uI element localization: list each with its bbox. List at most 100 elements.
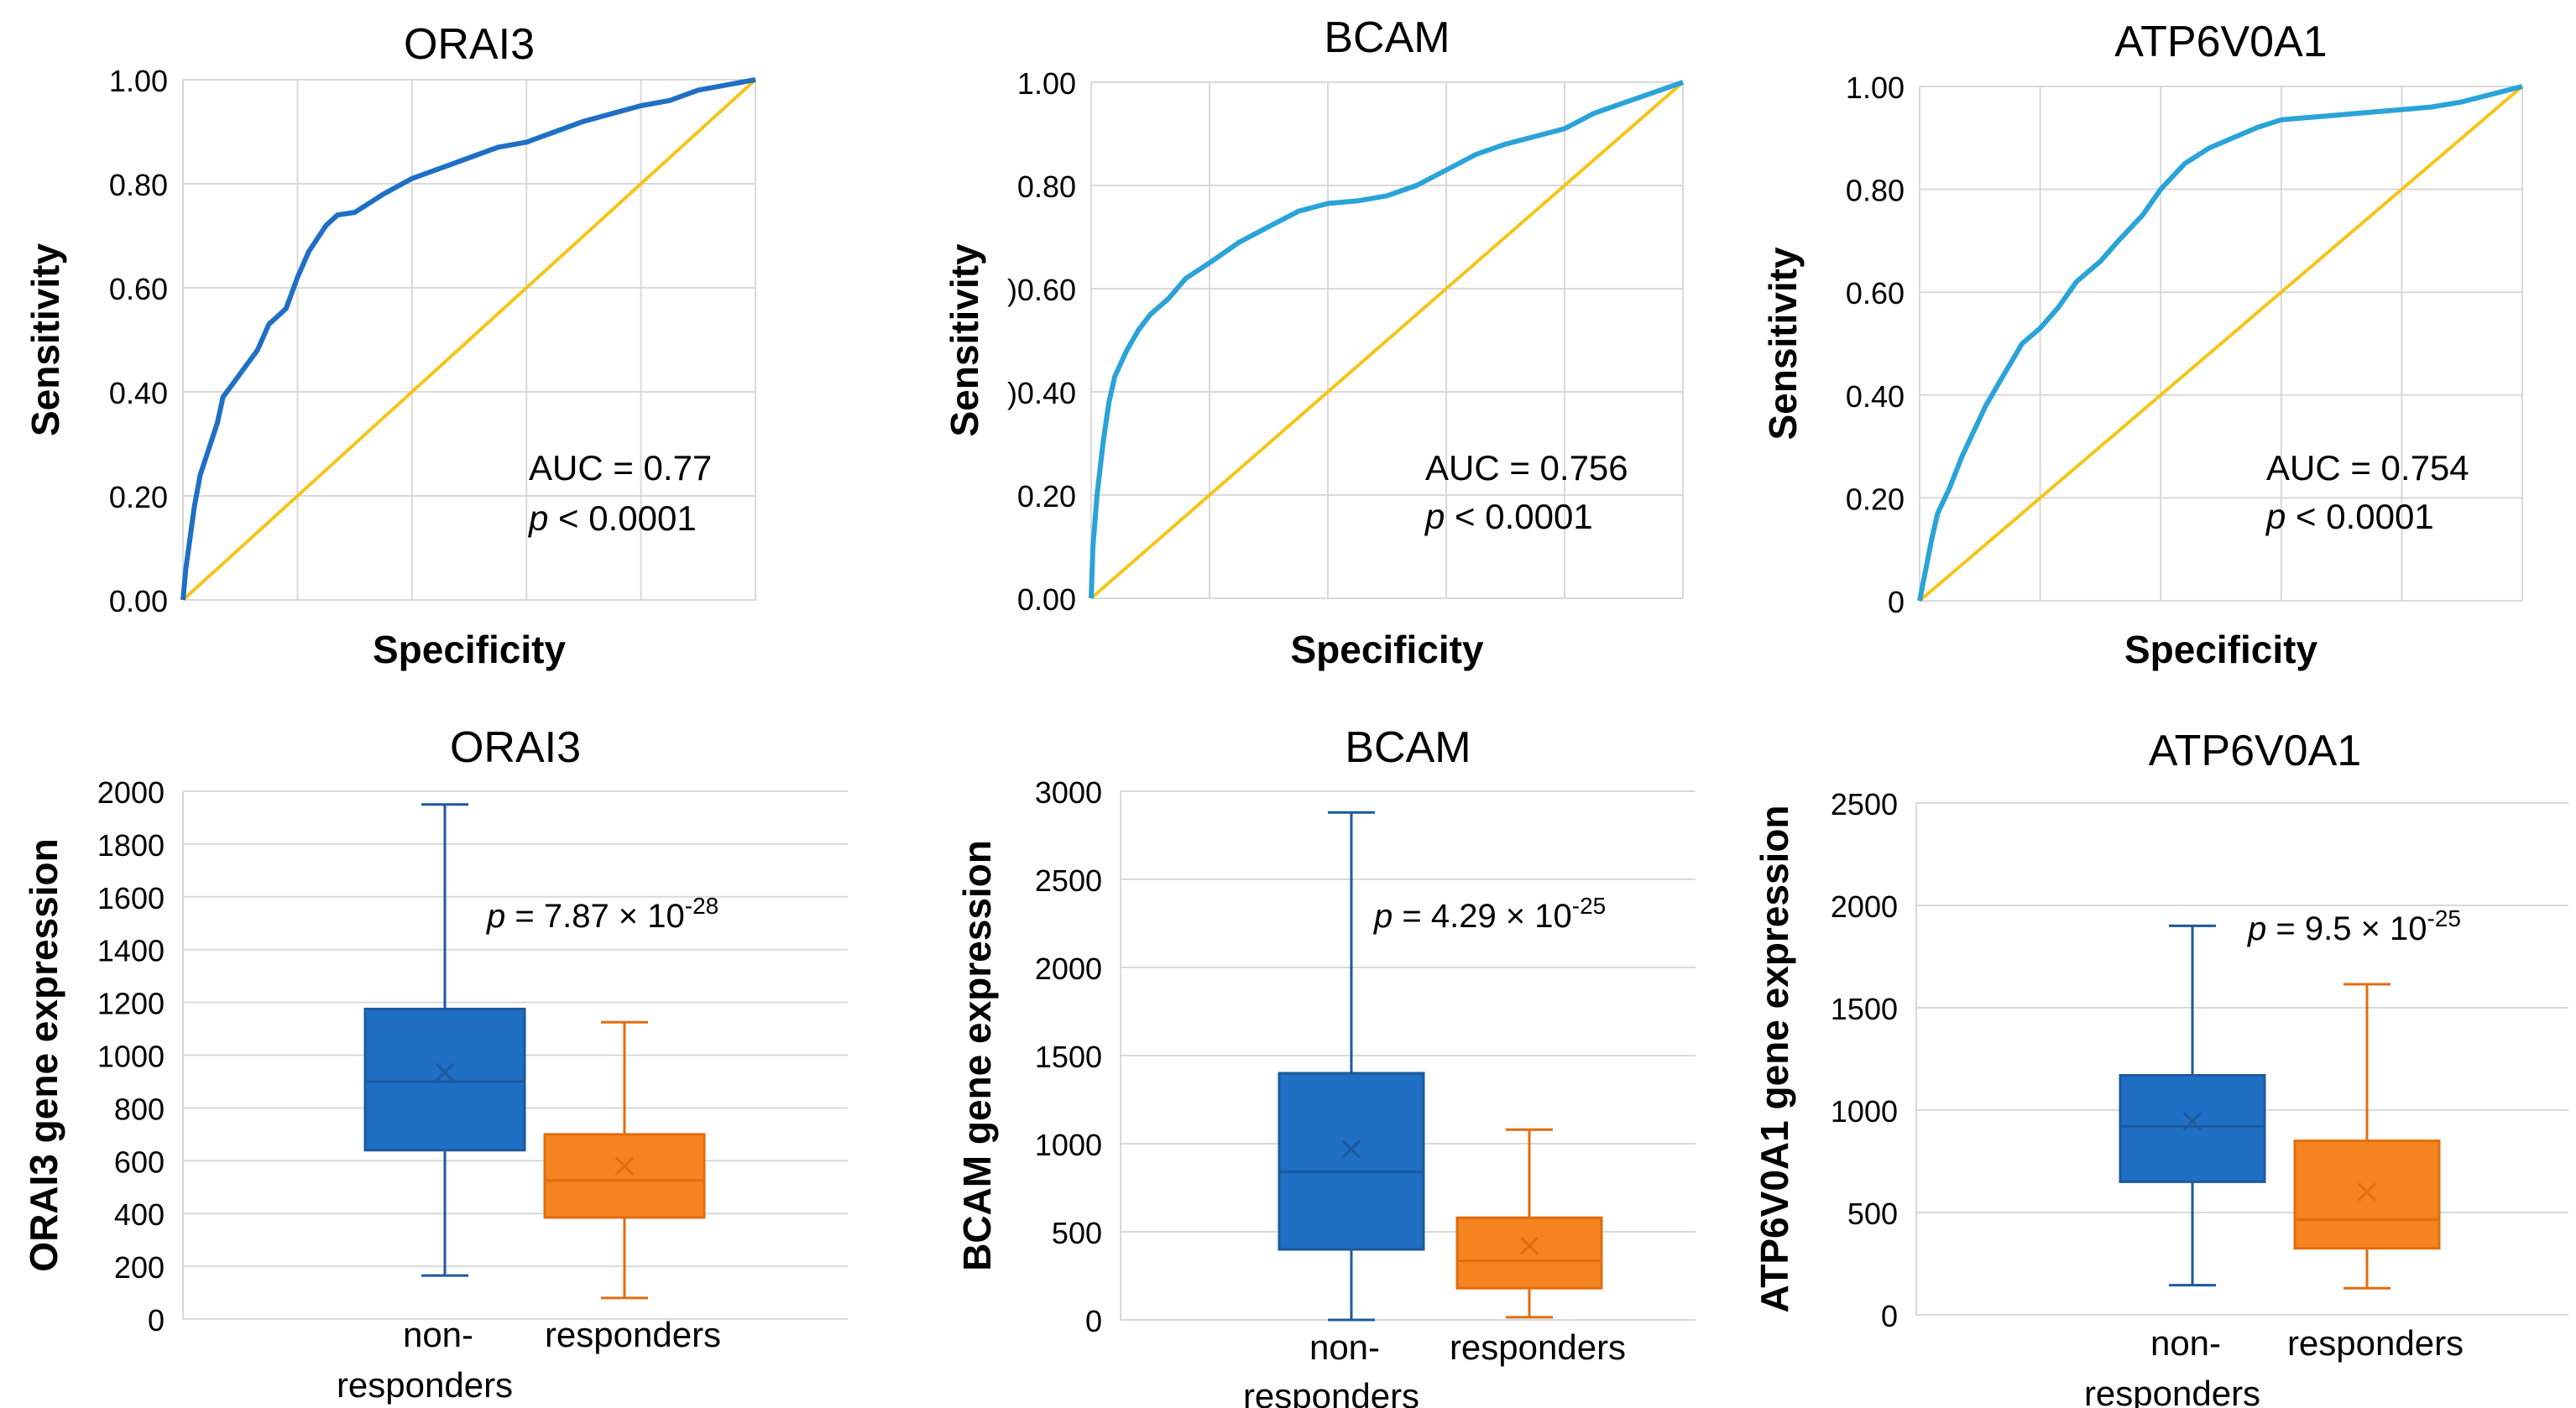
y-tick-label: 1000 xyxy=(1831,1094,1898,1129)
y-tick-label: 0.40 xyxy=(109,376,168,410)
y-tick-label: 0.80 xyxy=(1017,169,1076,204)
y-tick-label: 200 xyxy=(114,1250,165,1285)
y-tick-label: 0.80 xyxy=(1846,174,1905,208)
box-responders xyxy=(543,1020,706,1300)
y-tick-label: )0.40 xyxy=(1007,376,1076,410)
mean-marker xyxy=(2357,1182,2377,1202)
box-body xyxy=(1455,1216,1603,1290)
y-axis-label: ORAI3 gene expression xyxy=(22,838,65,1271)
mean-marker xyxy=(2182,1112,2202,1131)
auc-label: AUC = 0.756 xyxy=(1425,448,1628,488)
chart-panel-2: BCAM Sensitivity 0.00 0.20 )0.40 )0.60 0.80 1.0… xyxy=(943,13,1685,671)
box-body xyxy=(543,1133,706,1219)
y-tick-label: 2500 xyxy=(1831,787,1898,821)
y-tick-label: 1000 xyxy=(97,1040,165,1074)
reference-diagonal xyxy=(1089,81,1685,600)
y-tick-label: 2000 xyxy=(1035,952,1102,986)
y-tick-label: 2000 xyxy=(1831,889,1898,924)
box-non-responders xyxy=(2119,924,2266,1287)
mean-marker xyxy=(435,1062,455,1082)
p-value-label: p < 0.0001 xyxy=(527,498,697,538)
box-body xyxy=(363,1007,526,1152)
auc-label: AUC = 0.754 xyxy=(2266,448,2469,488)
chart-title: BCAM xyxy=(1324,13,1450,62)
chart-title: ATP6V0A1 xyxy=(2149,727,2361,775)
y-tick-label: 1.00 xyxy=(1017,66,1076,101)
y-tick-label: 2500 xyxy=(1035,863,1102,898)
box-body xyxy=(2293,1139,2441,1250)
y-tick-label: 0.40 xyxy=(1846,379,1905,414)
y-tick-label: 500 xyxy=(1847,1197,1898,1231)
y-tick-label: 1800 xyxy=(97,828,165,863)
category-label-nonresponders-line1: non- xyxy=(1309,1327,1380,1367)
chart-title: BCAM xyxy=(1345,723,1471,772)
chart-title: ORAI3 xyxy=(450,723,581,772)
y-tick-label: 1.00 xyxy=(1846,70,1905,105)
chart-panel-3: ATP6V0A1 Sensitivity 0 0.20 0.40 0.60 0.80 1.00… xyxy=(1761,18,2524,671)
x-axis-label: Specificity xyxy=(1290,628,1484,671)
box-responders xyxy=(2293,983,2441,1290)
y-axis-label: Sensitivity xyxy=(24,243,67,437)
y-tick-label: 0.20 xyxy=(109,480,168,514)
y-tick-label: 0 xyxy=(148,1303,165,1338)
category-label-nonresponders-line1: non- xyxy=(2150,1323,2221,1363)
y-tick-label: 0 xyxy=(1888,585,1905,619)
p-value-label: p = 4.29 × 10-25 xyxy=(1373,893,1606,935)
category-label-nonresponders-line1: non- xyxy=(403,1315,473,1354)
box-responders xyxy=(1455,1128,1603,1319)
mean-marker xyxy=(1519,1236,1539,1255)
mean-marker xyxy=(614,1156,635,1176)
y-tick-label: 0.00 xyxy=(109,584,168,618)
y-tick-label: 0.20 xyxy=(1846,482,1905,516)
y-tick-label: 0.00 xyxy=(1017,582,1076,617)
y-tick-label: 1000 xyxy=(1035,1128,1102,1162)
y-tick-label: 1500 xyxy=(1035,1040,1102,1074)
category-label-responders: responders xyxy=(2287,1323,2464,1363)
roc-curve xyxy=(180,77,756,601)
category-label-nonresponders-line2: responders xyxy=(1243,1376,1419,1408)
box-non-responders xyxy=(363,803,526,1277)
chart-panel-1: ORAI3 Sensitivity 0.00 0.20 0.40 0.60 0.80 1.00… xyxy=(24,20,757,671)
p-value-label: p = 7.87 × 10-28 xyxy=(486,893,718,935)
roc-curve xyxy=(1917,84,2523,602)
y-tick-label: 0.80 xyxy=(109,168,168,202)
x-axis-label: Specificity xyxy=(373,628,567,671)
y-tick-label: 500 xyxy=(1052,1216,1102,1250)
reference-diagonal xyxy=(181,78,757,602)
y-axis-label: Sensitivity xyxy=(1761,247,1805,441)
roc-curve xyxy=(1089,80,1684,599)
chart-panel-6: ATP6V0A1 ATP6V0A1 gene expression 0 500 1000… xyxy=(1753,727,2568,1408)
y-tick-label: 2000 xyxy=(97,775,165,810)
y-axis-label: BCAM gene expression xyxy=(955,840,999,1271)
p-value-label: p = 9.5 × 10-25 xyxy=(2247,905,2461,947)
y-tick-label: 1500 xyxy=(1831,992,1898,1026)
box-body xyxy=(1278,1072,1425,1251)
chart-panel-4: ORAI3 ORAI3 gene expression 0 200 400 600 800 1… xyxy=(22,723,848,1405)
y-tick-label: 400 xyxy=(114,1197,165,1232)
x-axis-label: Specificity xyxy=(2124,628,2318,671)
auc-label: AUC = 0.77 xyxy=(529,448,712,488)
y-tick-label: 1400 xyxy=(97,934,165,968)
y-tick-label: 3000 xyxy=(1035,775,1102,810)
category-label-responders: responders xyxy=(1450,1327,1626,1367)
y-axis-label: Sensitivity xyxy=(943,243,986,437)
mean-marker xyxy=(1341,1139,1361,1159)
chart-title: ORAI3 xyxy=(404,20,535,69)
y-tick-label: 1.00 xyxy=(109,64,168,98)
chart-panel-5: BCAM BCAM gene expression 0 500 1000 1500 2000… xyxy=(955,723,1696,1408)
category-label-responders: responders xyxy=(545,1315,721,1354)
y-tick-label: 0.60 xyxy=(1846,276,1905,310)
y-tick-label: 800 xyxy=(114,1092,165,1126)
y-tick-label: )0.60 xyxy=(1007,273,1076,307)
category-label-nonresponders-line2: responders xyxy=(337,1365,513,1405)
reference-diagonal xyxy=(1918,85,2524,602)
y-tick-label: 1200 xyxy=(97,987,165,1021)
y-axis-label: ATP6V0A1 gene expression xyxy=(1753,805,1796,1312)
y-tick-label: 0.20 xyxy=(1017,479,1076,514)
category-label-nonresponders-line2: responders xyxy=(2084,1374,2260,1408)
box-body xyxy=(2119,1074,2266,1183)
box-non-responders xyxy=(1278,811,1425,1322)
p-value-label: p < 0.0001 xyxy=(2265,497,2434,536)
y-tick-label: 0 xyxy=(1085,1304,1102,1338)
